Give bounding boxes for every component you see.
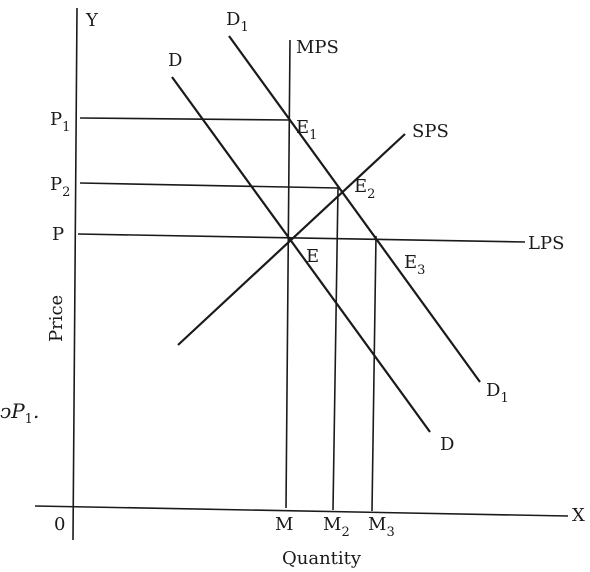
lps-label: LPS (528, 233, 564, 254)
demand-curve-d (171, 76, 431, 433)
m3-label: M3 (368, 514, 395, 540)
p2-line (79, 182, 339, 189)
d1-top-label: D1 (226, 9, 249, 35)
m2-label: M2 (323, 514, 350, 540)
d1-bottom-label: D1 (486, 380, 509, 406)
d-bottom-label: D (440, 434, 454, 455)
sps-label: SPS (412, 121, 449, 142)
x-axis-letter: X (572, 505, 585, 526)
e1-label: E1 (296, 117, 317, 143)
demand-curve-d1 (228, 35, 481, 383)
mps-label: MPS (296, 37, 339, 58)
x-axis-title: Quantity (282, 548, 362, 569)
mps-line (285, 39, 291, 509)
p2-label: P2 (50, 174, 70, 200)
e3-label: E3 (404, 252, 425, 278)
lps-line (77, 233, 526, 243)
y-axis-letter: Y (85, 10, 99, 31)
cropped-p1-fragment: ↄP1. (0, 399, 39, 427)
p-label: P (52, 224, 64, 245)
y-axis (72, 7, 78, 541)
e2-label: E2 (354, 176, 375, 202)
d-top-label: D (168, 50, 182, 71)
m2-dropline (332, 187, 339, 511)
m3-dropline (371, 235, 377, 512)
x-axis (34, 505, 569, 517)
e-label: E (306, 246, 319, 267)
origin-label: 0 (54, 514, 65, 535)
p1-line (79, 117, 291, 121)
y-axis-title: Price (46, 295, 67, 342)
p1-label: P1 (50, 109, 70, 135)
sps-curve (177, 133, 406, 346)
m-label: M (275, 514, 293, 535)
